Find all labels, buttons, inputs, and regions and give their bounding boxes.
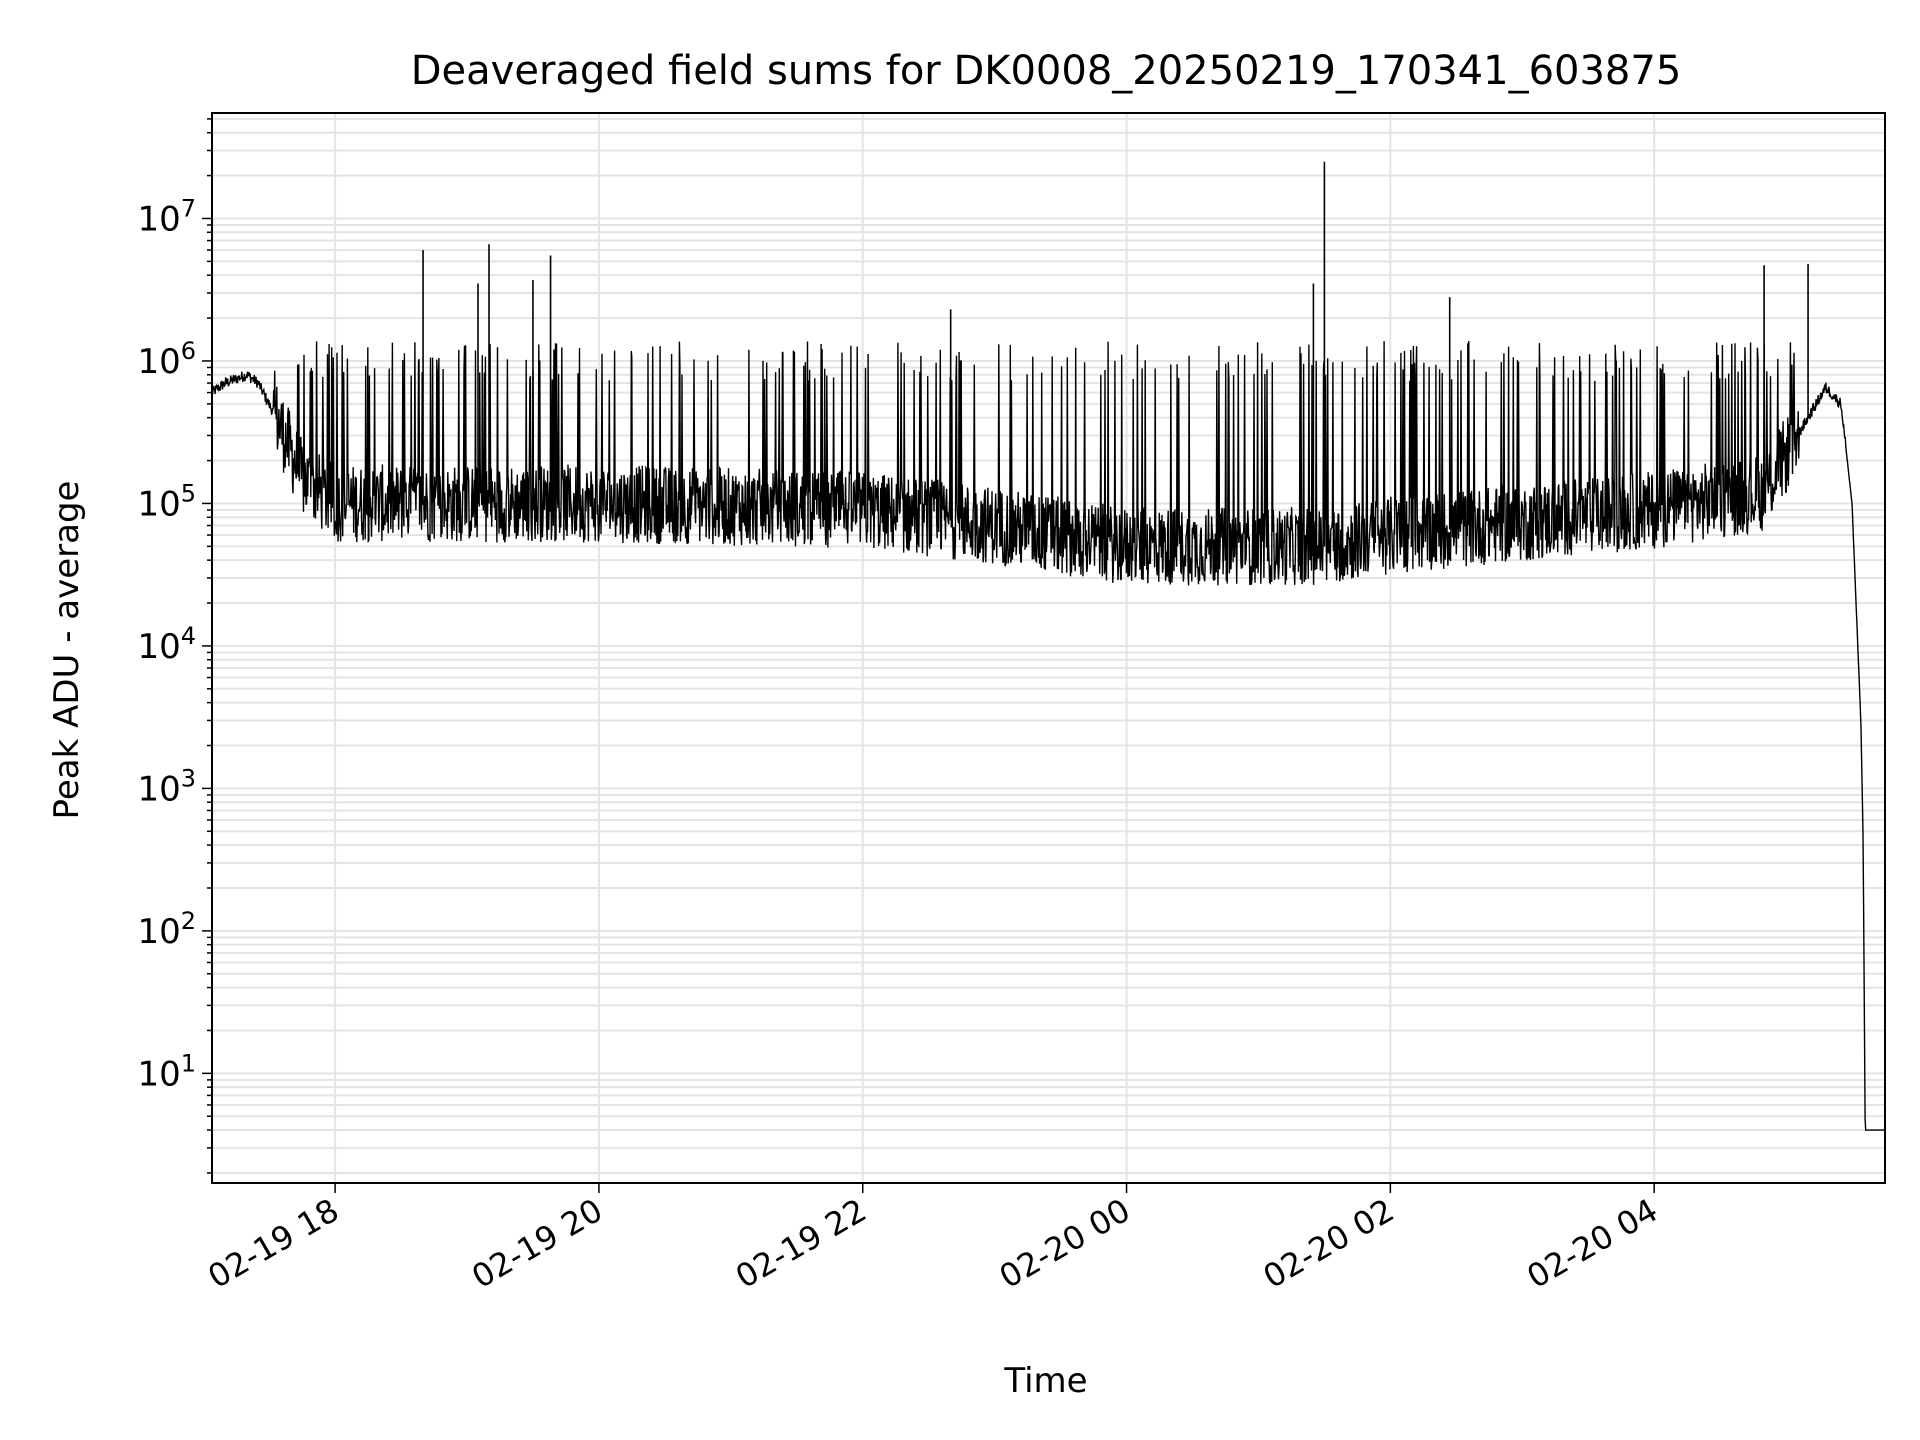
tick-layer: 101 102 103 104 105 106 107 02-19 18 02-19 20 02-… bbox=[137, 118, 1665, 1296]
plot-frame bbox=[211, 112, 1886, 1184]
grid bbox=[212, 113, 1885, 1183]
x-axis-label: Time bbox=[1003, 1361, 1087, 1401]
chart-title: Deaveraged field sums for DK0008_2025021… bbox=[411, 48, 1682, 94]
x-tick-label: 02-20 02 bbox=[1257, 1191, 1401, 1296]
x-tick-label: 02-19 18 bbox=[202, 1191, 346, 1296]
x-tick-label: 02-19 22 bbox=[729, 1191, 873, 1296]
y-tick-label: 101 bbox=[137, 1049, 196, 1094]
x-tick-label: 02-20 00 bbox=[993, 1191, 1137, 1296]
y-tick-label: 107 bbox=[137, 194, 196, 239]
x-tick-label: 02-20 04 bbox=[1521, 1191, 1665, 1296]
series-layer bbox=[211, 161, 1885, 1131]
y-axis-label: Peak ADU - average bbox=[47, 481, 87, 820]
y-tick-label: 102 bbox=[137, 907, 196, 952]
y-tick-label: 106 bbox=[137, 337, 196, 382]
y-tick-label: 103 bbox=[137, 764, 196, 809]
y-tick-label: 105 bbox=[137, 479, 196, 524]
x-tick-label: 02-19 20 bbox=[465, 1191, 609, 1296]
series-line bbox=[211, 340, 1885, 1131]
y-tick-label: 104 bbox=[137, 622, 196, 667]
